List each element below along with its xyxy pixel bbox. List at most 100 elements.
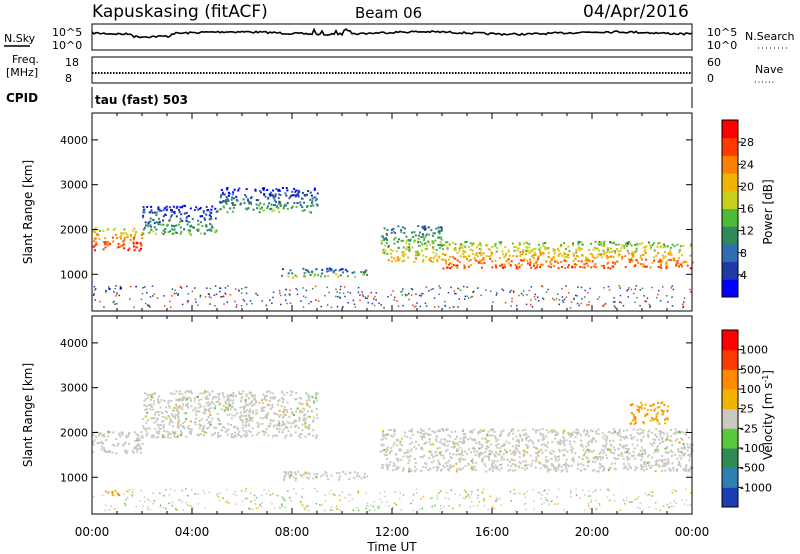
data-cell	[447, 292, 450, 294]
noise-frame	[91, 23, 693, 51]
colorbar-tick-label: -500	[740, 462, 765, 475]
data-cell	[437, 466, 440, 469]
data-cell	[132, 237, 135, 240]
data-cell	[268, 489, 270, 492]
data-cell	[380, 235, 383, 238]
data-cell	[621, 255, 624, 258]
data-cell	[352, 299, 355, 302]
data-cell	[322, 473, 325, 476]
data-cell	[104, 490, 107, 493]
data-cell	[260, 410, 263, 413]
data-cell	[652, 403, 655, 406]
data-cell	[505, 451, 508, 454]
data-cell	[476, 497, 479, 499]
data-cell	[283, 475, 286, 477]
data-cell	[308, 427, 311, 430]
data-cell	[419, 244, 422, 247]
data-cell	[623, 245, 626, 248]
data-cell	[432, 251, 435, 254]
data-cell	[518, 465, 521, 468]
data-cell	[634, 499, 636, 501]
data-cell	[302, 419, 305, 422]
data-cell	[553, 252, 556, 255]
data-cell	[637, 506, 639, 509]
data-cell	[513, 489, 515, 491]
data-cell	[283, 470, 286, 473]
data-cell	[497, 443, 500, 446]
data-cell	[283, 406, 286, 408]
data-cell	[576, 429, 579, 432]
data-cell	[226, 414, 229, 417]
data-cell	[420, 292, 423, 295]
data-cell	[402, 255, 405, 258]
data-cell	[556, 496, 558, 498]
data-cell	[290, 433, 293, 436]
data-cell	[314, 394, 317, 397]
data-cell	[142, 425, 145, 428]
data-cell	[621, 446, 624, 449]
data-cell	[566, 470, 569, 473]
data-cell	[396, 256, 399, 259]
data-cell	[186, 223, 189, 226]
data-cell	[149, 508, 151, 511]
data-cell	[232, 206, 235, 209]
data-cell	[309, 415, 312, 418]
data-cell	[282, 207, 285, 210]
data-cell	[446, 246, 449, 249]
data-cell	[560, 266, 563, 268]
data-cell	[462, 497, 465, 499]
data-cell	[269, 422, 272, 425]
data-cell	[689, 454, 692, 456]
data-cell	[296, 202, 299, 204]
data-cell	[124, 450, 127, 453]
data-cell	[104, 241, 107, 243]
data-cell	[588, 248, 591, 251]
data-cell	[337, 275, 340, 278]
data-cell	[297, 194, 300, 197]
data-cell	[478, 252, 481, 254]
data-cell	[594, 263, 597, 266]
data-cell	[682, 306, 684, 309]
data-cell	[557, 293, 559, 295]
data-cell	[577, 260, 580, 263]
data-cell	[634, 416, 636, 418]
data-cell	[244, 399, 247, 401]
data-cell	[203, 424, 206, 427]
data-cell	[606, 246, 609, 249]
data-cell	[442, 454, 445, 457]
data-cell	[255, 507, 258, 510]
data-cell	[281, 268, 284, 271]
colorbar-tick-label: 12	[740, 225, 754, 238]
data-cell	[646, 461, 649, 464]
data-cell	[448, 469, 451, 472]
data-cell	[283, 409, 285, 412]
data-cell	[295, 287, 297, 290]
data-cell	[171, 295, 173, 297]
data-cell	[690, 291, 692, 293]
data-cell	[449, 464, 452, 467]
data-cell	[157, 395, 160, 398]
data-cell	[657, 252, 659, 255]
data-cell	[187, 494, 189, 497]
power-frame	[91, 112, 693, 312]
data-cell	[585, 450, 587, 453]
data-cell	[150, 395, 153, 398]
data-cell	[167, 433, 169, 436]
data-cell	[655, 435, 658, 438]
data-cell	[633, 422, 636, 425]
data-cell	[104, 246, 107, 249]
data-cell	[339, 288, 342, 291]
data-cell	[614, 448, 617, 451]
data-cell	[328, 267, 331, 270]
data-cell	[276, 434, 278, 437]
data-cell	[636, 439, 639, 442]
data-cell	[282, 479, 285, 481]
data-cell	[683, 297, 686, 299]
colorbar-swatch	[722, 120, 738, 139]
data-cell	[197, 493, 199, 495]
data-cell	[435, 249, 438, 251]
data-cell	[132, 488, 134, 491]
data-cell	[266, 411, 269, 414]
data-cell	[524, 460, 527, 463]
data-cell	[413, 231, 416, 234]
